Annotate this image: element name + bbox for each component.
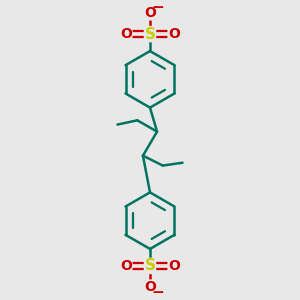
Text: −: − <box>152 0 164 15</box>
Text: S: S <box>145 258 155 273</box>
Text: O: O <box>120 27 132 41</box>
Text: O: O <box>168 27 180 41</box>
Text: O: O <box>144 6 156 20</box>
Text: O: O <box>168 259 180 273</box>
Text: S: S <box>145 27 155 42</box>
Text: O: O <box>120 259 132 273</box>
Text: O: O <box>144 280 156 294</box>
Text: −: − <box>152 285 164 300</box>
